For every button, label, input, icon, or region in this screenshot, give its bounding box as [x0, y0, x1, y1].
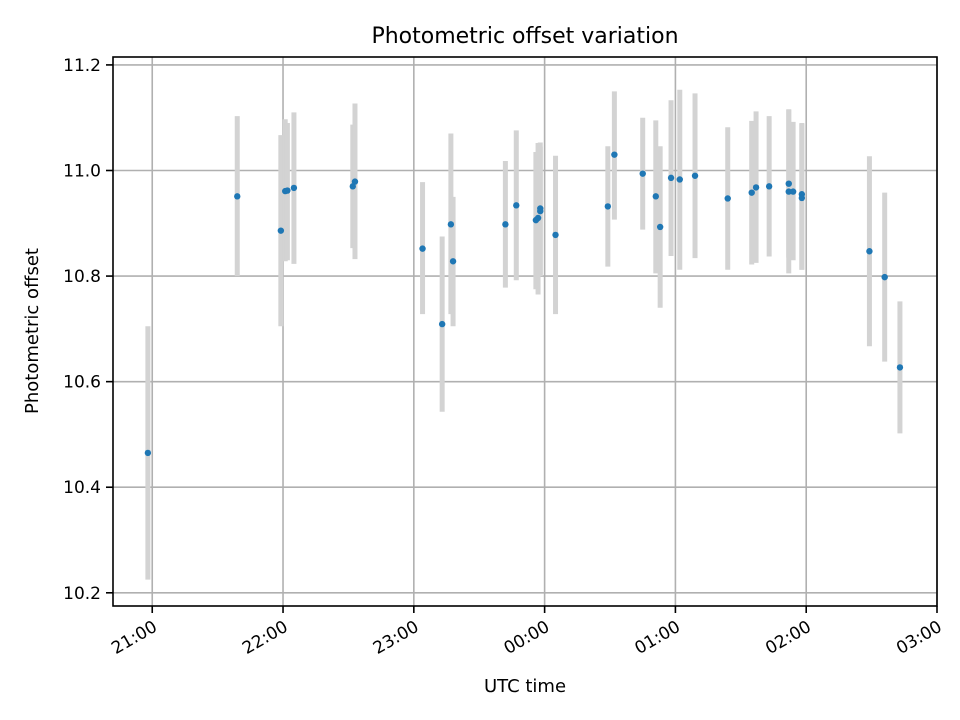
data-points	[144, 151, 904, 457]
data-point	[724, 195, 731, 202]
x-tick-label: 02:00	[762, 617, 814, 659]
data-point	[752, 184, 760, 191]
data-point	[785, 180, 792, 187]
data-point	[419, 245, 426, 252]
x-tick-label: 00:00	[501, 617, 553, 659]
y-tick-label: 11.2	[63, 56, 101, 76]
data-point	[652, 193, 659, 200]
data-point	[604, 203, 612, 210]
data-point	[691, 172, 699, 179]
y-tick-label: 10.6	[63, 373, 101, 393]
chart-title: Photometric offset variation	[371, 24, 678, 49]
data-point	[234, 193, 241, 200]
x-tick-label: 21:00	[108, 617, 160, 659]
data-point	[748, 189, 755, 196]
data-point	[789, 188, 797, 195]
data-point	[449, 258, 457, 265]
data-point	[534, 214, 542, 222]
data-point	[866, 248, 873, 255]
y-tick-labels: 10.2 10.4 10.6 10.8 11.0 11.2	[63, 56, 101, 604]
x-axis-label: UTC time	[484, 676, 566, 697]
data-point	[502, 221, 509, 228]
y-tick-label: 10.2	[63, 584, 101, 604]
data-point	[290, 184, 298, 192]
data-point	[765, 183, 773, 190]
x-tick-label: 22:00	[239, 617, 291, 659]
data-point	[349, 183, 356, 190]
data-point	[639, 170, 646, 177]
data-point	[552, 231, 559, 239]
data-point	[144, 449, 152, 457]
data-point	[513, 202, 520, 209]
data-point	[667, 174, 675, 182]
data-point	[277, 227, 285, 234]
data-point	[537, 207, 544, 215]
x-tick-label: 03:00	[893, 617, 945, 659]
axis-ticks	[106, 64, 938, 613]
y-tick-label: 10.8	[63, 267, 101, 287]
x-tick-labels: 21:00 22:00 23:00 00:00 01:00 02:00 03:00	[108, 617, 945, 659]
data-point	[881, 273, 888, 281]
data-point	[438, 320, 446, 328]
data-point	[798, 194, 806, 202]
data-point	[896, 364, 904, 371]
plot-frame	[112, 56, 938, 607]
data-point	[676, 176, 683, 183]
y-tick-label: 11.0	[63, 161, 101, 181]
y-axis-label: Photometric offset	[22, 248, 43, 414]
error-bars	[145, 89, 903, 580]
y-tick-label: 10.4	[63, 478, 101, 498]
data-point	[351, 178, 359, 185]
data-point	[611, 151, 618, 158]
data-point	[284, 187, 291, 194]
grid-lines	[113, 57, 938, 606]
x-tick-label: 23:00	[370, 617, 422, 659]
data-point	[656, 223, 664, 231]
data-point	[447, 221, 455, 228]
x-tick-label: 01:00	[631, 617, 683, 659]
